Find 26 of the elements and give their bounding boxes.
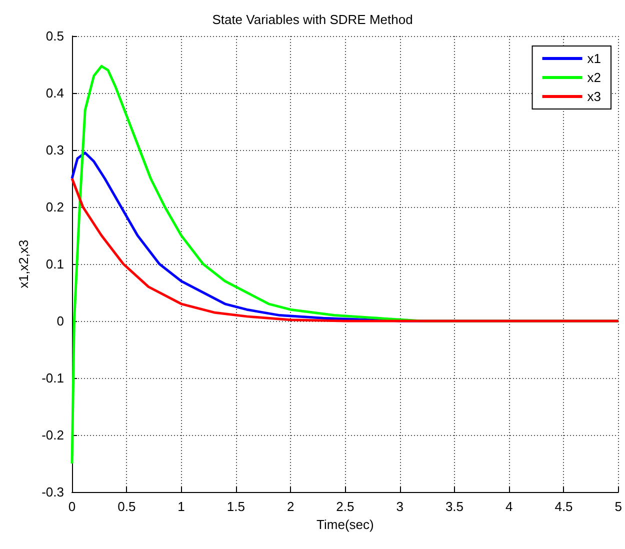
- x-tick-label: 3.5: [445, 499, 464, 514]
- y-tick-label: 0.2: [46, 200, 64, 214]
- x-tick-label: 1: [178, 499, 185, 514]
- x-tick-label: 2.5: [336, 499, 354, 514]
- y-tick-label: 0.3: [46, 142, 64, 158]
- y-tick-label: -0.2: [42, 428, 64, 442]
- x-axis-title: Time(sec): [316, 516, 374, 532]
- x-tick-label: 5: [614, 499, 622, 514]
- x-tick-label: 4.5: [554, 499, 573, 514]
- x-tick-label: 0.5: [118, 499, 136, 514]
- y-axis-title: x1,x2,x3: [16, 240, 31, 288]
- x-tick-label: 0: [68, 499, 76, 514]
- legend-label: x3: [587, 89, 602, 104]
- x-tick-label: 3: [396, 499, 404, 514]
- x-tick-label: 4: [505, 499, 513, 514]
- y-tick-label: -0.1: [42, 370, 64, 386]
- y-tick-label: 0: [56, 314, 64, 328]
- x-tick-label: 2: [286, 499, 294, 514]
- x-tick-label: 1.5: [226, 499, 245, 514]
- y-tick-label: 0.4: [46, 86, 64, 100]
- legend-label: x2: [587, 70, 602, 85]
- chart-title: State Variables with SDRE Method: [212, 12, 413, 27]
- y-tick-label: 0.5: [46, 28, 64, 44]
- y-tick-label: -0.3: [42, 484, 64, 500]
- legend-label: x1: [587, 51, 602, 66]
- y-tick-label: 0.1: [46, 256, 64, 272]
